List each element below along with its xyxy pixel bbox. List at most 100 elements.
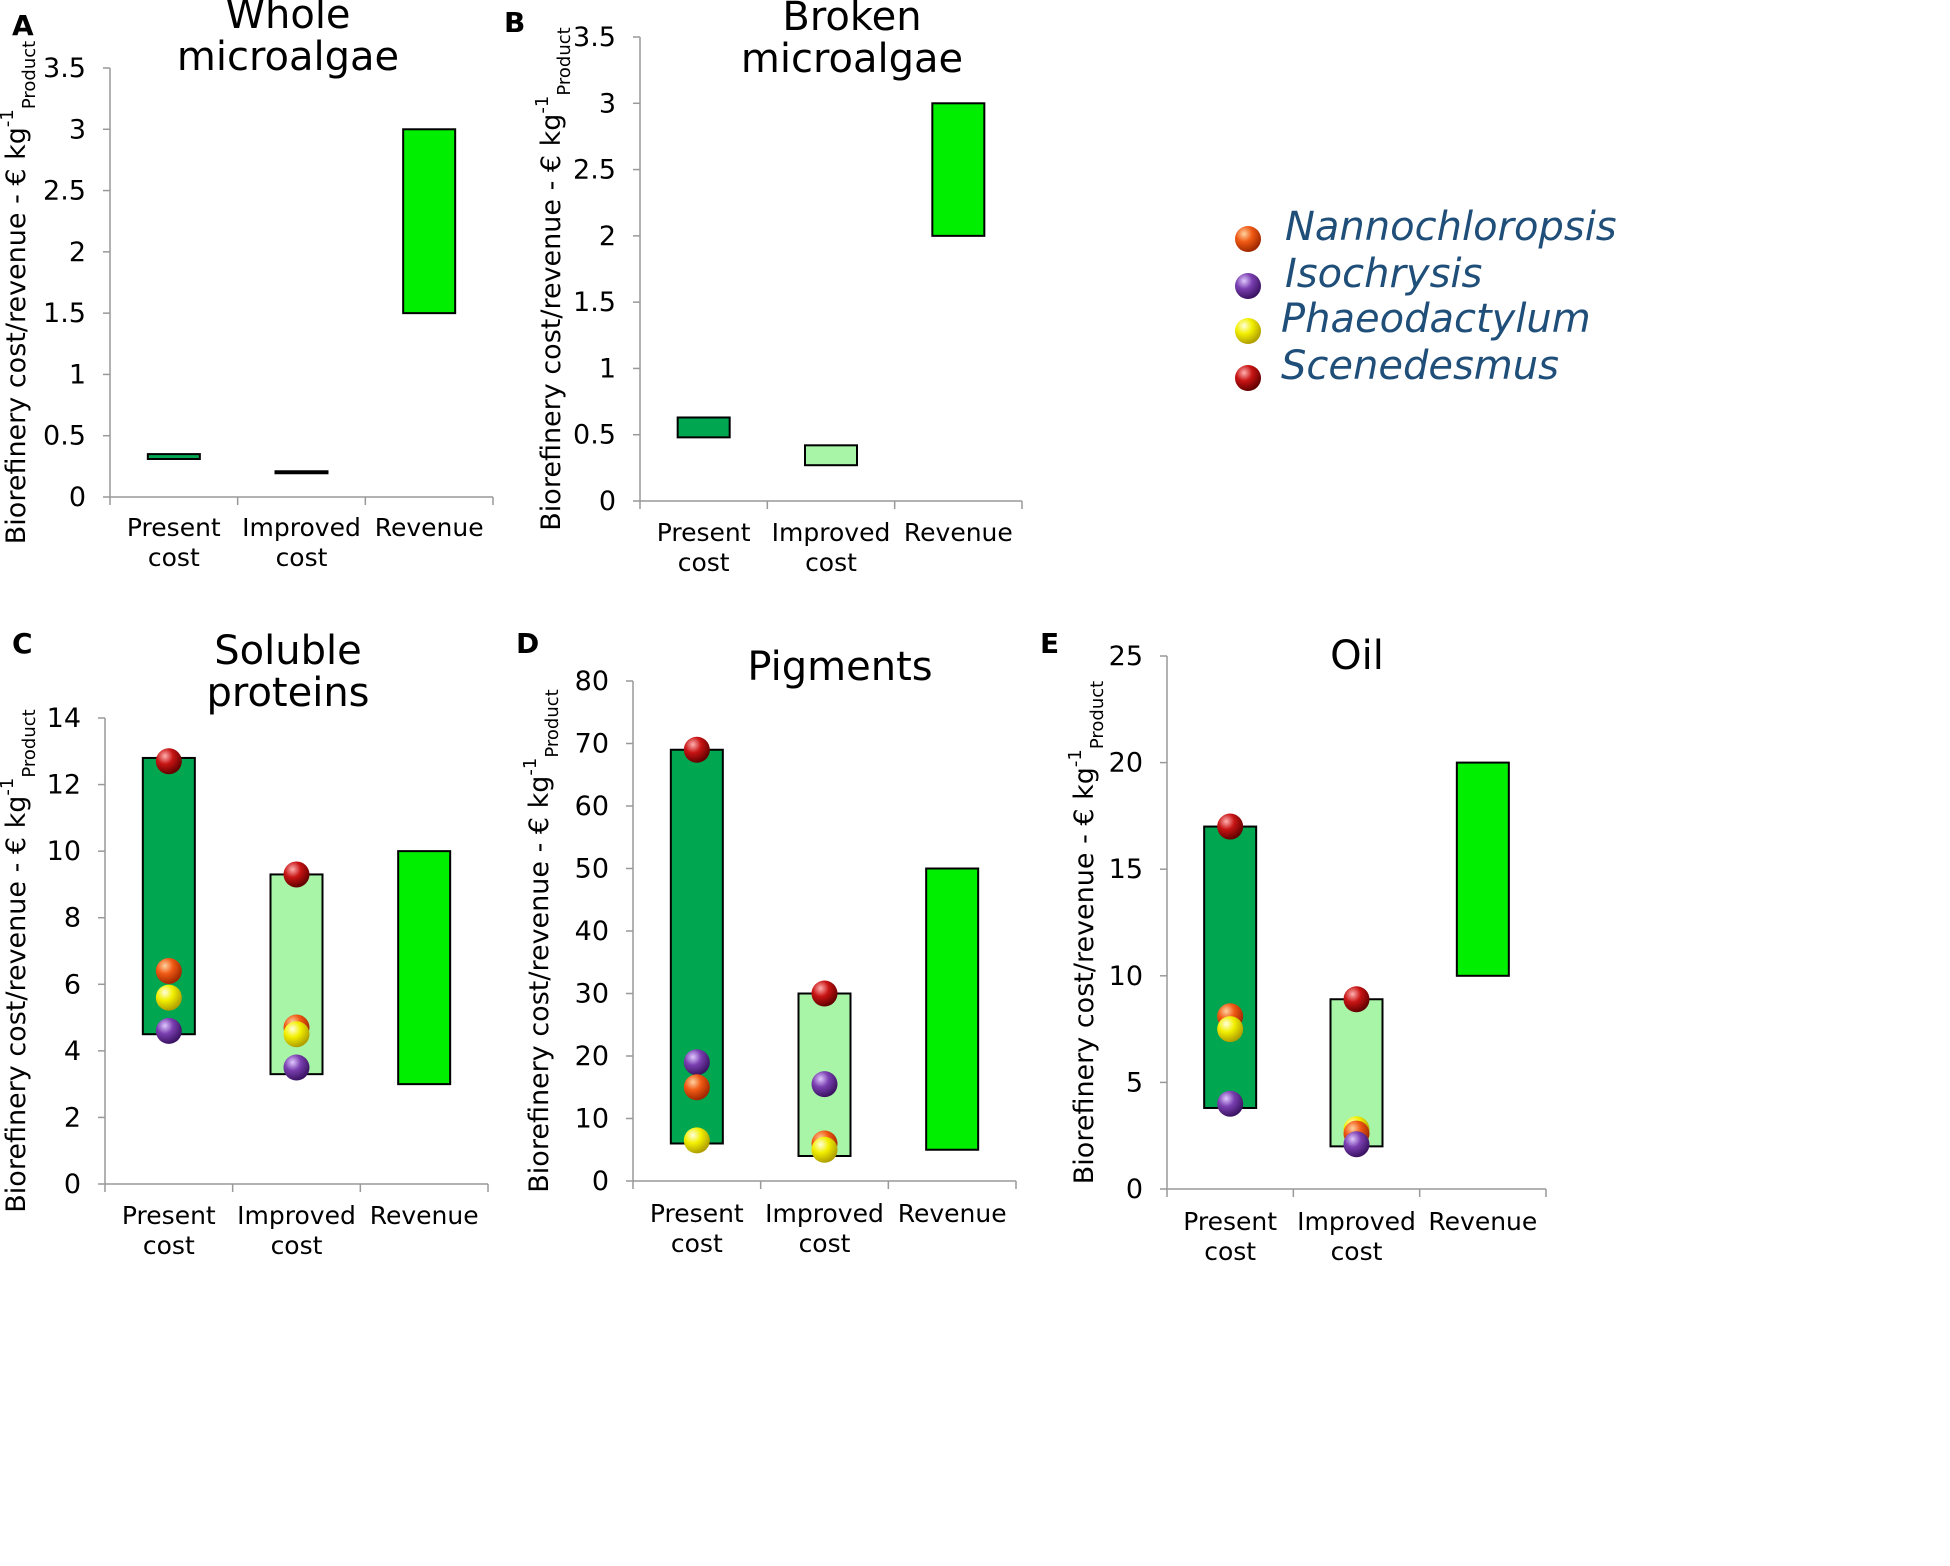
species-point-scenedesmus [683, 736, 710, 763]
panel-letter: A [12, 9, 34, 42]
x-category-label: cost [1204, 1237, 1256, 1266]
y-axis-label-subscript: Product [542, 689, 563, 757]
y-tick-label: 3.5 [43, 53, 86, 84]
x-category-label: cost [148, 543, 200, 572]
species-point-scenedesmus [283, 861, 310, 888]
y-tick-label: 60 [575, 791, 609, 822]
x-category-label: Improved [1297, 1207, 1416, 1236]
y-tick-label: 80 [575, 666, 609, 697]
y-tick-label: 0.5 [573, 420, 616, 451]
x-category-label: Revenue [1428, 1207, 1537, 1236]
y-axis-label-superscript: -1 [1065, 749, 1086, 767]
y-axis-label-superscript: -1 [520, 758, 541, 776]
range-bar [676, 416, 731, 439]
panel-title-line: Pigments [747, 644, 932, 690]
x-category-label: cost [678, 548, 730, 577]
panel-d: DPigments01020304050607080PresentcostImp… [516, 627, 1017, 1258]
y-tick-label: 3 [599, 88, 616, 119]
x-category-label: cost [805, 548, 857, 577]
y-axis-label-subscript: Product [19, 41, 40, 109]
legend-label: Isochrysis [1285, 251, 1482, 297]
panel-title-line: proteins [206, 670, 369, 716]
y-tick-label: 4 [64, 1036, 81, 1067]
x-category-label: cost [143, 1231, 195, 1260]
y-tick-label: 2.5 [573, 155, 616, 186]
x-category-label: cost [799, 1229, 851, 1258]
y-tick-label: 0 [592, 1166, 609, 1197]
species-point-nannochloropsis [683, 1074, 710, 1101]
species-point-phaeodactylum [683, 1127, 710, 1154]
species-point-isochrysis [283, 1054, 310, 1081]
y-tick-label: 1 [69, 359, 86, 390]
legend-marker-icon [1235, 226, 1261, 252]
panel-title-line: microalgae [177, 34, 399, 80]
range-bar [1203, 825, 1258, 1109]
x-category-label: Improved [242, 513, 361, 542]
species-point-scenedesmus [811, 980, 838, 1007]
y-tick-label: 3.5 [573, 22, 616, 53]
species-point-scenedesmus [1217, 813, 1244, 840]
species-point-isochrysis [1217, 1090, 1244, 1117]
species-point-phaeodactylum [811, 1136, 838, 1163]
panel-title-line: Broken [782, 0, 921, 40]
species-point-phaeodactylum [1217, 1016, 1244, 1043]
legend-marker-icon [1235, 318, 1261, 344]
x-category-label: Revenue [904, 518, 1013, 547]
x-category-label: cost [276, 543, 328, 572]
species-legend: NannochloropsisIsochrysisPhaeodactylumSc… [1235, 204, 1617, 391]
range-bar [146, 453, 201, 461]
x-category-label: Revenue [898, 1199, 1007, 1228]
x-category-label: Improved [772, 518, 891, 547]
y-tick-label: 10 [1109, 961, 1143, 992]
y-tick-label: 3 [69, 114, 86, 145]
panel-title-line: microalgae [741, 36, 963, 82]
species-point-isochrysis [155, 1017, 182, 1044]
species-point-isochrysis [683, 1049, 710, 1076]
y-tick-label: 2 [599, 221, 616, 252]
panel-title-line: Oil [1330, 633, 1384, 679]
range-bar [397, 850, 452, 1086]
x-category-label: Revenue [375, 513, 484, 542]
range-bar [274, 470, 329, 475]
species-point-isochrysis [1343, 1131, 1370, 1158]
y-axis-label-superscript: -1 [532, 96, 553, 114]
y-axis-label: Biorefinery cost/revenue - € kg-1Product [0, 41, 40, 544]
panel-a: A Wholemicroalgae00.511.522.533.5Presentc… [0, 0, 494, 572]
x-category-label: Improved [237, 1201, 356, 1230]
y-tick-label: 20 [1109, 748, 1143, 779]
legend-item: Phaeodactylum [1235, 296, 1591, 344]
chart-panels: A Wholemicroalgae00.511.522.533.5Presentc… [0, 0, 1547, 1266]
range-bar [1455, 761, 1510, 977]
y-axis-label: Biorefinery cost/revenue - € kg-1Product [0, 709, 40, 1212]
species-point-nannochloropsis [155, 957, 182, 984]
x-category-label: Improved [765, 1199, 884, 1228]
panel-letter: B [504, 6, 525, 39]
range-bar [931, 102, 986, 237]
y-tick-label: 2.5 [43, 176, 86, 207]
range-bar [804, 444, 858, 467]
x-category-label: Present [127, 513, 221, 542]
y-axis-label-superscript: -1 [0, 778, 18, 796]
legend-marker-icon [1235, 365, 1261, 391]
y-axis-label: Biorefinery cost/revenue - € kg-1Product [520, 689, 563, 1192]
y-tick-label: 8 [64, 903, 81, 934]
panel-c: C Solubleproteins02468101214PresentcostIm… [0, 627, 489, 1260]
range-bar [402, 128, 457, 315]
y-tick-label: 0.5 [43, 421, 86, 452]
species-point-scenedesmus [155, 748, 182, 775]
y-tick-label: 0 [599, 486, 616, 517]
x-category-label: cost [1331, 1237, 1383, 1266]
y-axis-label-subscript: Product [19, 709, 40, 777]
y-tick-label: 6 [64, 969, 81, 1000]
legend-item: Scenedesmus [1235, 343, 1559, 391]
x-category-label: Present [650, 1199, 744, 1228]
y-tick-label: 5 [1126, 1067, 1143, 1098]
y-tick-label: 30 [575, 979, 609, 1010]
y-axis-label-subscript: Product [554, 27, 575, 95]
y-axis-label-superscript: -1 [0, 109, 18, 127]
y-axis-label: Biorefinery cost/revenue - € kg-1Product [1065, 681, 1108, 1184]
y-axis-label-subscript: Product [1087, 681, 1108, 749]
panel-letter: E [1040, 627, 1059, 660]
panel-letter: C [12, 627, 33, 660]
